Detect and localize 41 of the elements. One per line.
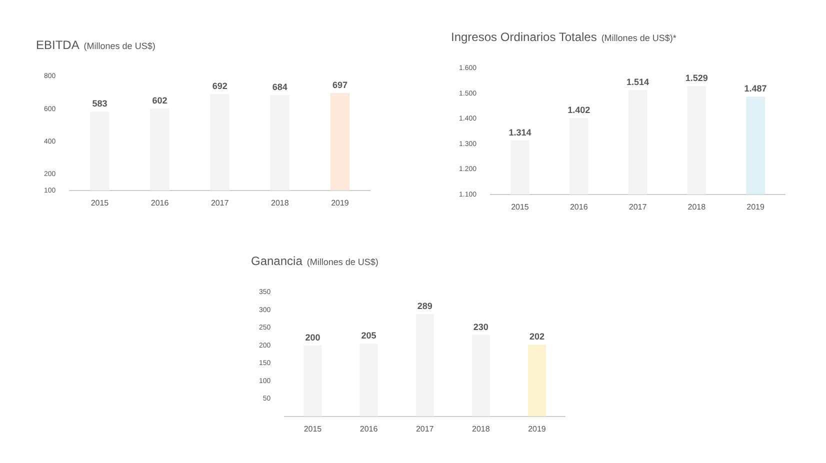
x-tick-label: 2016 [360, 424, 378, 434]
data-label: 200 [305, 332, 320, 342]
x-tick-label: 2018 [688, 202, 706, 212]
x-tick-label: 2017 [416, 424, 434, 434]
chart-subtitle: (Millones de US$)* [601, 33, 676, 43]
chart-title: EBITDA [36, 38, 80, 52]
x-tick-label: 2019 [528, 424, 546, 434]
bar [472, 334, 490, 416]
bar [528, 344, 546, 416]
x-tick-label: 2016 [570, 202, 588, 212]
data-label: 202 [529, 332, 544, 342]
x-tick-label: 2016 [150, 198, 170, 208]
x-tick-label: 2017 [210, 198, 230, 208]
x-tick-label: 2019 [331, 198, 350, 208]
chart-title: Ingresos Ordinarios Totales [451, 30, 597, 44]
x-tick-label: 2019 [746, 202, 765, 212]
data-label: 289 [417, 300, 432, 311]
data-label: 684 [272, 82, 288, 92]
data-label: 1.314 [508, 127, 532, 138]
data-label: 1.487 [744, 84, 767, 94]
data-label: 602 [152, 95, 168, 106]
x-tick-label: 2017 [628, 202, 648, 212]
x-tick-label: 2015 [90, 198, 110, 208]
bar [416, 314, 434, 416]
chart-subtitle: (Millones de US$) [84, 41, 156, 51]
chart-title: Ganancia [251, 254, 302, 268]
data-label: 205 [361, 330, 376, 341]
bar [360, 344, 378, 416]
data-label: 230 [473, 322, 488, 332]
data-label: 692 [212, 80, 228, 91]
data-label: 697 [332, 80, 348, 90]
x-tick-label: 2015 [304, 424, 322, 434]
x-tick-label: 2018 [271, 198, 290, 208]
bar [304, 345, 322, 416]
data-label: 1.514 [626, 76, 650, 87]
data-label: 583 [92, 98, 108, 109]
chart-subtitle: (Millones de US$) [306, 257, 378, 267]
x-tick-label: 2015 [511, 202, 530, 212]
x-tick-label: 2018 [472, 424, 490, 434]
data-label: 1.529 [685, 73, 708, 84]
data-label: 1.402 [568, 105, 590, 116]
